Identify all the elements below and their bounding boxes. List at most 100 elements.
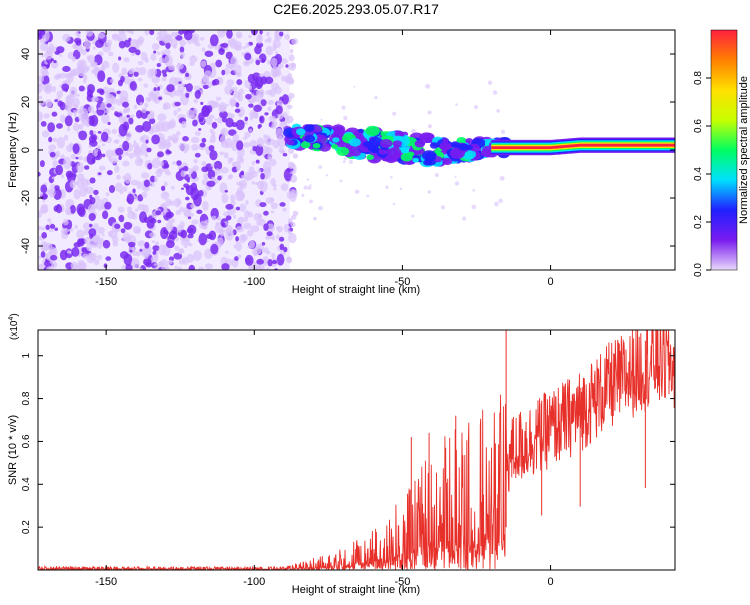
noise-speckle [87,84,95,94]
noise-speckle [286,256,292,263]
noise-speckle [236,155,244,162]
noise-speckle [163,192,168,196]
noise-speckle [178,30,184,35]
noise-speckle [204,248,213,259]
noise-speckle [202,74,210,83]
spectrogram-axes: -150 -100 -50 0 -40 -20 0 20 40 [20,30,675,288]
noise-speckle [287,230,293,235]
noise-speckle [134,228,141,234]
noise-speckle [265,45,274,56]
noise-speckle [66,250,71,254]
noise-speckle [215,221,219,226]
noise-speckle [235,165,241,172]
noise-speckle [93,258,100,266]
noise-speckle [179,248,185,254]
noise-speckle [258,88,265,98]
noise-speckle [107,51,114,57]
noise-speckle [122,160,130,167]
noise-speckle [179,46,185,53]
noise-speckle [155,241,160,246]
noise-speckle [185,72,190,77]
noise-speckle [88,145,92,149]
noise-speckle [88,223,93,228]
noise-speckle [118,155,122,161]
sparse-speckle [390,176,393,179]
noise-speckle [264,112,269,116]
noise-speckle [244,52,252,61]
noise-speckle [63,134,69,141]
noise-speckle [279,31,284,37]
noise-speckle [223,152,229,159]
noise-speckle [48,144,57,151]
noise-speckle [270,178,276,186]
noise-speckle [106,94,115,104]
noise-speckle [51,111,58,117]
noise-speckle [225,250,229,254]
noise-speckle [194,90,201,99]
noise-speckle [221,30,226,34]
noise-speckle [168,230,178,240]
noise-speckle [137,240,146,247]
noise-speckle [54,227,59,231]
signal-blob [332,137,340,143]
noise-speckle [97,32,106,39]
noise-speckle [54,99,59,103]
noise-speckle [48,43,55,52]
noise-speckle [136,110,143,119]
noise-speckle [280,183,289,192]
noise-speckle [101,153,106,158]
noise-speckle [245,42,250,48]
noise-speckle [272,38,281,49]
noise-speckle [232,90,241,99]
noise-speckle [267,106,272,112]
noise-speckle [90,114,99,127]
noise-speckle [157,86,161,91]
noise-speckle [167,260,173,265]
noise-speckle [201,200,209,211]
noise-speckle [243,136,248,140]
noise-speckle [270,159,277,167]
noise-speckle [49,223,56,229]
noise-speckle [234,108,241,113]
noise-speckle [112,241,119,247]
colorbar-axis: 0.0 0.2 0.4 0.6 0.8 [693,71,711,277]
noise-speckle [219,110,228,119]
noise-speckle [118,40,126,49]
noise-speckle [204,263,214,270]
noise-speckle [180,187,185,190]
noise-speckle [150,53,157,61]
signal-blob [348,138,361,147]
noise-speckle [90,62,98,68]
noise-speckle [219,230,225,237]
noise-speckle [248,240,255,249]
noise-speckle [282,153,288,157]
noise-speckle [61,83,70,92]
noise-speckle [227,157,232,164]
spectrogram-xtick-label: -150 [95,276,117,288]
noise-speckle [194,42,201,47]
noise-speckle [292,210,299,217]
noise-speckle [163,168,170,173]
signal-blob [368,137,383,148]
noise-speckle [92,110,97,115]
noise-speckle [122,140,130,152]
noise-speckle [106,77,113,86]
noise-speckle [238,113,243,118]
noise-speckle [38,75,45,83]
noise-speckle [243,142,251,148]
noise-speckle [168,256,175,262]
noise-speckle [120,228,126,234]
noise-speckle [186,227,194,234]
signal-blob [442,138,449,143]
noise-speckle [271,252,276,259]
noise-speckle [230,113,235,119]
noise-speckle [149,182,156,188]
sparse-speckle [440,205,446,210]
signal-blob [378,148,388,155]
noise-speckle [230,56,238,67]
noise-speckle [163,181,168,187]
noise-speckle [78,85,85,92]
colorbar-tick-label: 0.4 [693,167,704,181]
snr-series-line [38,330,675,570]
noise-speckle [64,104,71,112]
